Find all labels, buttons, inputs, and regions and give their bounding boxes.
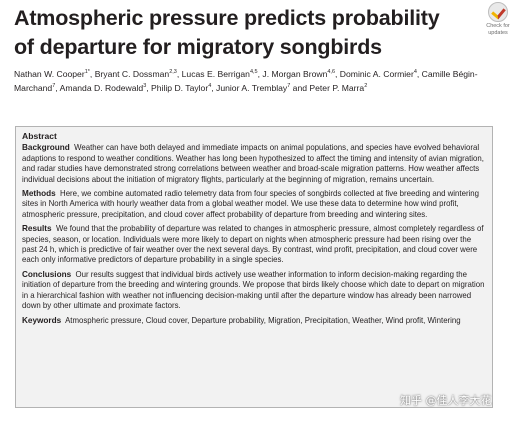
author-name: Amanda D. Rodewald <box>59 82 144 93</box>
author-affiliation: 4 <box>413 69 417 76</box>
author: Nathan W. Cooper1*, <box>14 69 95 79</box>
section-text: We found that the probability of departu… <box>22 224 484 265</box>
author-affiliation: 7 <box>287 82 291 89</box>
author: Camille Bégin-Marchand7, <box>14 69 478 93</box>
author: Bryant C. Dossman2,3, <box>94 69 182 79</box>
watermark: 知乎 @佳人李大花 <box>400 394 492 407</box>
author-affiliation: 3 <box>143 82 147 89</box>
author: J. Morgan Brown4,6, <box>262 69 340 79</box>
section-text: Our results suggest that individual bird… <box>22 269 485 311</box>
badge-label-line1: Check for <box>486 23 510 29</box>
author-name: Camille Bégin-Marchand <box>14 69 478 93</box>
abstract-results: Results We found that the probability of… <box>22 224 486 266</box>
check-for-updates-icon <box>488 2 508 22</box>
author: Philip D. Taylor4, <box>151 82 217 93</box>
section-label: Background <box>22 143 70 153</box>
section-label: Conclusions <box>22 269 72 279</box>
author-name: Bryant C. Dossman <box>94 69 170 79</box>
abstract-background: Background Weather can have both delayed… <box>22 143 486 185</box>
abstract-keywords: Keywords Atmospheric pressure, Cloud cov… <box>22 316 486 326</box>
author-affiliation: 4,5 <box>249 69 258 76</box>
author-name: Philip D. Taylor <box>151 82 209 93</box>
author-name: Nathan W. Cooper <box>14 69 85 79</box>
author: Junior A. Tremblay7 and <box>216 82 310 93</box>
section-text: Weather can have both delayed and immedi… <box>22 143 484 184</box>
abstract-heading: Abstract <box>22 131 57 141</box>
author-name: Lucas E. Berrigan <box>181 69 250 79</box>
author-name: Dominic A. Cormier <box>339 69 414 79</box>
abstract-conclusions: Conclusions Our results suggest that ind… <box>22 270 486 312</box>
author-affiliation: 7 <box>52 82 56 89</box>
paper-title: Atmospheric pressure predicts probabilit… <box>14 6 440 59</box>
abstract-methods: Methods Here, we combine automated radio… <box>22 189 486 220</box>
author-affiliation: 4 <box>208 82 212 89</box>
author: Peter P. Marra2 <box>309 83 367 93</box>
badge-label-line2: updates <box>488 30 508 36</box>
section-text: Here, we combine automated radio telemet… <box>22 189 480 219</box>
author: Amanda D. Rodewald3, <box>59 82 152 93</box>
author-affiliation: 1* <box>84 69 90 76</box>
section-label: Keywords <box>22 315 62 325</box>
author: Dominic A. Cormier4, <box>339 69 422 79</box>
author-list: Nathan W. Cooper1*, Bryant C. Dossman2,3… <box>14 68 514 95</box>
author-name: J. Morgan Brown <box>262 69 328 79</box>
author-affiliation: 2,3 <box>169 69 177 76</box>
author-name: Peter P. Marra <box>309 82 365 93</box>
author-name: Junior A. Tremblay <box>216 82 288 93</box>
abstract-box: Abstract Background Weather can have bot… <box>15 126 493 408</box>
section-label: Results <box>22 224 52 234</box>
check-for-updates-badge[interactable]: Check for updates <box>478 2 518 38</box>
author: Lucas E. Berrigan4,5, <box>181 69 263 79</box>
author-affiliation: 2 <box>364 82 368 89</box>
section-label: Methods <box>22 189 56 199</box>
section-text: Atmospheric pressure, Cloud cover, Depar… <box>65 315 461 325</box>
author-affiliation: 4,6 <box>327 69 336 76</box>
